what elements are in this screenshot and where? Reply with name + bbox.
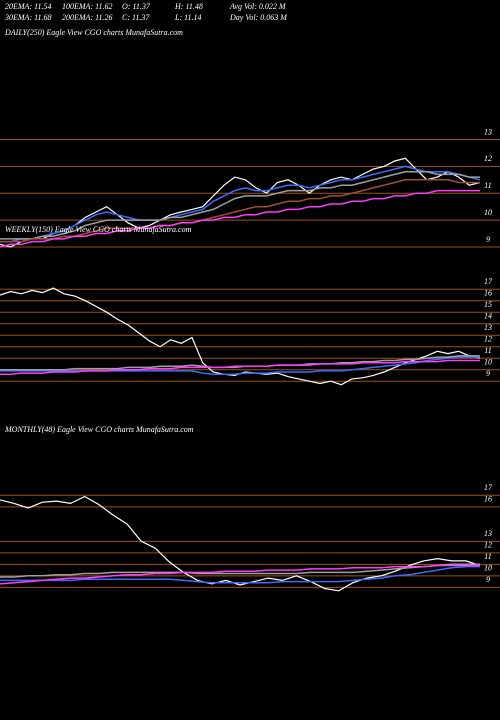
panel-title: MONTHLY(48) Eagle View CGO charts Munafa…: [4, 425, 194, 434]
price-line: [0, 563, 480, 578]
price-line: [0, 157, 481, 248]
header-stat: Avg Vol: 0.022 M: [229, 2, 287, 11]
price-line: [0, 564, 480, 585]
header-stat: 30EMA: 11.68: [4, 13, 52, 22]
y-tick-label: 12: [484, 154, 492, 163]
panel-title: WEEKLY(150) Eagle View CGO charts Munafa…: [5, 225, 192, 234]
y-tick-label: 10: [484, 564, 492, 573]
header-stat: 200EMA: 11.26: [62, 13, 113, 22]
y-tick-label: 11: [484, 346, 491, 355]
y-tick-label: 10: [484, 208, 492, 217]
y-tick-label: 13: [484, 529, 492, 538]
price-line: [0, 359, 480, 376]
y-tick-label: 11: [484, 181, 491, 190]
y-tick-label: 15: [484, 300, 492, 309]
y-tick-label: 12: [484, 335, 492, 344]
y-tick-label: 12: [484, 541, 492, 550]
price-line: [0, 565, 480, 584]
header-stat: Day Vol: 0.063 M: [229, 13, 288, 22]
price-line: [0, 165, 481, 243]
panel-title: DAILY(250) Eagle View CGO charts MunafaS…: [4, 28, 183, 37]
header-stat: 100EMA: 11.62: [62, 2, 113, 11]
y-tick-label: 10: [484, 358, 492, 367]
y-tick-label: 14: [484, 312, 492, 321]
y-tick-label: 9: [486, 235, 490, 244]
y-tick-label: 9: [486, 575, 490, 584]
price-line: [0, 179, 480, 243]
y-tick-label: 9: [486, 369, 490, 378]
price-line: [0, 171, 480, 240]
y-tick-label: 16: [484, 289, 492, 298]
y-tick-label: 17: [484, 483, 493, 492]
header-stat: C: 11.37: [122, 13, 150, 22]
header-stat: O: 11.37: [122, 2, 151, 11]
header-stat: L: 11.14: [174, 13, 202, 22]
y-tick-label: 17: [484, 277, 493, 286]
y-tick-label: 11: [484, 552, 491, 561]
y-tick-label: 16: [484, 495, 492, 504]
y-tick-label: 13: [484, 323, 492, 332]
price-line: [0, 189, 480, 248]
header-stat: 20EMA: 11.54: [5, 2, 52, 11]
header-stat: H: 11.48: [174, 2, 203, 11]
price-line: [0, 495, 481, 592]
y-tick-label: 13: [484, 127, 492, 136]
